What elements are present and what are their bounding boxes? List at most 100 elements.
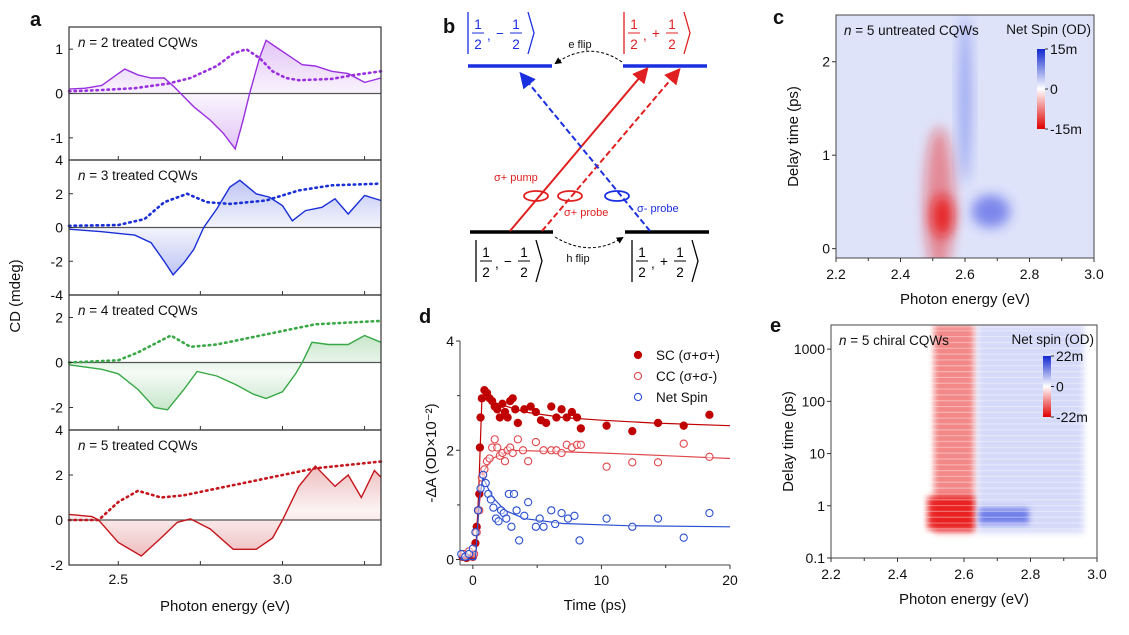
positive-signal-region: [977, 325, 1084, 534]
data-point: [570, 511, 579, 520]
data-point: [628, 522, 637, 531]
x-tick-label: 20: [722, 572, 738, 588]
x-tick-label: 3.0: [1087, 566, 1107, 582]
panel-c-heatmap: 2.2 2.4 2.6 2.8 3.0 0 1 2 Photon energy (eV) Dela…: [785, 14, 1104, 308]
data-point: [679, 421, 688, 430]
data-point: [653, 418, 663, 428]
cd-subplot-4: 2 0 -2 n = 4 treated CQWs: [51, 294, 383, 431]
y-tick-label: 4: [55, 422, 63, 438]
ket-denominator: 2: [630, 37, 638, 52]
data-point: [628, 458, 637, 467]
subplot-title: n = 4 treated CQWs: [78, 303, 198, 318]
data-point: [562, 413, 571, 422]
pump-arrow: [509, 66, 649, 232]
fit-line: [460, 397, 731, 561]
x-axis-label: Photon energy (eV): [899, 591, 1029, 608]
cd-fill-area: [69, 466, 381, 556]
data-point: [502, 514, 511, 523]
data-point: [531, 522, 541, 531]
cd-curve: [68, 179, 382, 276]
heatmap-title: n = 5 chiral CQWs: [839, 333, 949, 348]
legend-label: Net Spin: [656, 390, 708, 405]
y-tick-label: 0: [822, 241, 830, 257]
data-point: [602, 421, 611, 430]
h-flip-arrow: [554, 236, 624, 249]
title-rest: = 5 chiral CQWs: [847, 333, 950, 348]
data-point: [572, 413, 582, 422]
panel-label-b: b: [443, 16, 455, 38]
data-point: [539, 446, 548, 455]
y-tick-label: -2: [51, 253, 64, 269]
data-point: [541, 418, 551, 428]
colorbar-label-mid: 0: [1050, 81, 1058, 97]
title-rest: = 3 treated CQWs: [86, 168, 198, 183]
y-axis-label: Delay time (ps): [780, 391, 797, 492]
title-n: n: [839, 333, 847, 348]
data-point: [473, 506, 483, 515]
ket-sign: +: [652, 26, 660, 41]
data-point: [490, 435, 499, 444]
y-tick-label: -4: [51, 287, 64, 303]
data-point: [508, 394, 517, 403]
x-axis-label: Time (ps): [564, 597, 627, 614]
x-tick-label: 2.5: [109, 571, 129, 587]
x-tick-label: 2.6: [955, 266, 975, 282]
ket-numerator: 1: [668, 17, 676, 32]
data-point: [471, 528, 480, 537]
y-tick-label: 100: [802, 393, 826, 409]
data-point: [547, 506, 556, 515]
heatmap-title: n = 5 untreated CQWs: [844, 23, 979, 38]
ket-sign: −: [496, 26, 504, 41]
circular-polarization-pump-icon: [523, 190, 549, 202]
negative-signal-region: [931, 194, 954, 237]
colorbar-label-max: 15m: [1050, 41, 1077, 57]
colorbar-label-min: -22m: [1056, 409, 1088, 425]
title-rest: = 4 treated CQWs: [86, 303, 198, 318]
title-n: n: [78, 168, 86, 183]
legend-marker: [633, 392, 643, 402]
data-point: [705, 410, 714, 419]
cd-subplot-2: 1 0 -1 n = 2 treated CQWs: [51, 26, 383, 161]
cd-curve: [68, 464, 382, 557]
data-point: [494, 517, 503, 526]
data-point: [576, 424, 586, 433]
data-point: [547, 402, 556, 411]
ket-numerator: 1: [630, 17, 638, 32]
panel-a-xlabel: Photon energy (eV): [160, 598, 290, 615]
ket-comma: ,: [643, 28, 647, 43]
absorbance-curve: [67, 182, 383, 228]
data-point: [557, 448, 566, 458]
colorbar-label-max: 22m: [1056, 348, 1083, 364]
data-point: [498, 399, 507, 408]
data-point: [575, 536, 584, 545]
data-point: [523, 457, 533, 466]
data-point: [464, 549, 474, 559]
data-point: [513, 435, 523, 444]
y-tick-label: 0: [55, 355, 63, 371]
ket-bottom-left-ket: 1 2, −1 2: [475, 239, 543, 283]
x-axis-label: Photon energy (eV): [900, 291, 1030, 308]
panel-b-energy-diagram: e flip h flip σ+ pump σ+ probe σ- probe …: [467, 11, 709, 283]
data-point: [705, 452, 714, 461]
x-tick-label: 3.0: [273, 571, 293, 587]
data-point: [535, 514, 544, 523]
y-tick-label: 10: [809, 446, 825, 462]
y-tick-label: 0.1: [806, 550, 826, 566]
data-point: [468, 544, 478, 553]
y-tick-label: 1: [55, 41, 63, 57]
positive-signal-region: [978, 508, 1029, 524]
data-point: [481, 478, 490, 488]
legend-marker: [633, 371, 643, 381]
y-tick-label: 4: [55, 152, 63, 168]
data-point: [602, 514, 611, 523]
ket-numerator: 1: [474, 17, 482, 32]
x-tick-label: 0: [469, 572, 477, 588]
ket-denominator: 2: [474, 37, 482, 52]
data-point: [513, 418, 523, 428]
y-tick-label: -1: [51, 130, 64, 146]
x-tick-label: 2.6: [954, 566, 974, 582]
ket-numerator: 1: [638, 245, 646, 260]
ket-denominator: 2: [482, 265, 490, 280]
x-tick-label: 2.2: [826, 266, 846, 282]
title-n: n: [78, 35, 86, 50]
